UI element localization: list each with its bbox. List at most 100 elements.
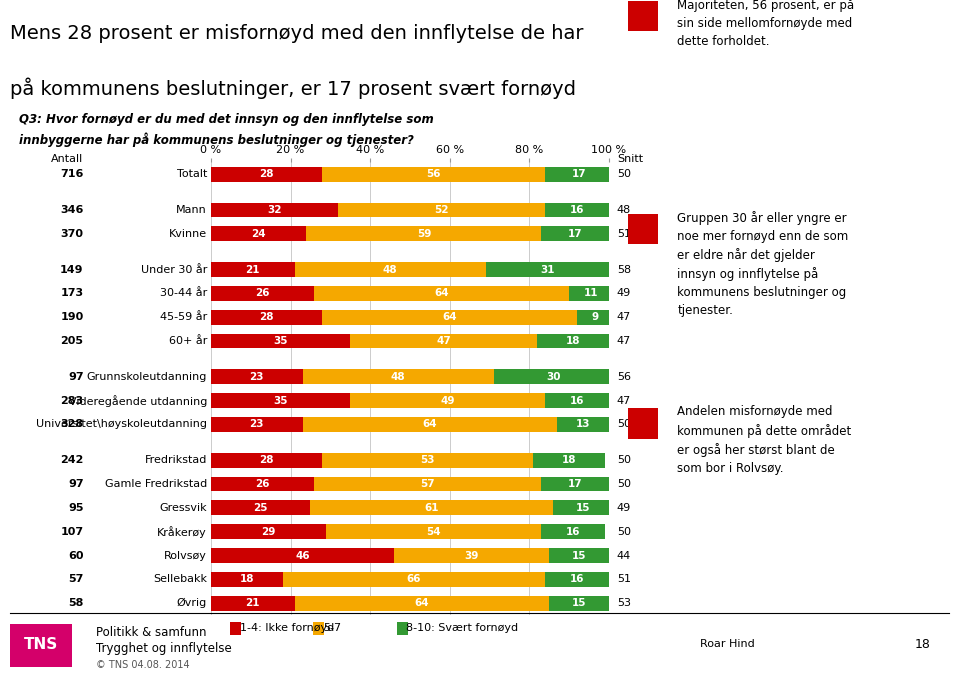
Text: 50: 50: [617, 169, 631, 179]
Text: 29: 29: [262, 527, 276, 537]
Bar: [397, 622, 408, 635]
Text: 57: 57: [68, 575, 83, 585]
Text: 5-7: 5-7: [323, 623, 341, 633]
Text: 17: 17: [568, 479, 582, 489]
Bar: [211, 500, 311, 515]
Text: 50: 50: [617, 527, 631, 537]
Bar: [211, 417, 302, 432]
Text: 47: 47: [617, 312, 631, 322]
Text: 28: 28: [260, 169, 274, 179]
Bar: [550, 596, 609, 610]
Text: © TNS 04.08. 2014: © TNS 04.08. 2014: [96, 660, 190, 670]
Text: Mens 28 prosent er misfornøyd med den innflytelse de har: Mens 28 prosent er misfornøyd med den in…: [10, 24, 583, 43]
Bar: [230, 622, 241, 635]
Text: 54: 54: [427, 527, 441, 537]
Bar: [211, 596, 294, 610]
Text: 21: 21: [246, 598, 260, 608]
Bar: [546, 572, 609, 587]
Bar: [628, 1, 658, 31]
Text: 1-4: Ikke fornøyd: 1-4: Ikke fornøyd: [240, 623, 334, 633]
Text: 51: 51: [617, 575, 631, 585]
Bar: [541, 226, 609, 241]
Bar: [211, 167, 322, 182]
Bar: [311, 500, 553, 515]
Text: 16: 16: [570, 395, 584, 406]
Bar: [211, 572, 283, 587]
Text: 50: 50: [617, 419, 631, 429]
Text: 26: 26: [255, 479, 270, 489]
Text: Gruppen 30 år eller yngre er
noe mer fornøyd enn de som
er eldre når det gjelder: Gruppen 30 år eller yngre er noe mer for…: [677, 211, 849, 318]
Text: 64: 64: [423, 419, 437, 429]
Text: 35: 35: [273, 336, 288, 346]
Bar: [283, 572, 546, 587]
Text: 23: 23: [249, 372, 264, 382]
Bar: [350, 334, 537, 348]
Bar: [211, 525, 326, 539]
Text: 17: 17: [568, 228, 582, 239]
Text: 48: 48: [617, 205, 631, 215]
Bar: [211, 310, 322, 324]
Text: 50: 50: [617, 479, 631, 489]
Bar: [485, 262, 609, 277]
Text: 56: 56: [427, 169, 441, 179]
Text: 107: 107: [60, 527, 83, 537]
Text: Q3: Hvor fornøyd er du med det innsyn og den innflytelse som
innbyggerne har på : Q3: Hvor fornøyd er du med det innsyn og…: [19, 114, 433, 147]
Bar: [546, 393, 609, 408]
Bar: [211, 226, 307, 241]
Text: 97: 97: [68, 372, 83, 382]
Text: 51: 51: [617, 228, 631, 239]
Bar: [322, 453, 533, 468]
Bar: [546, 167, 613, 182]
Bar: [211, 334, 350, 348]
Text: 18: 18: [914, 638, 930, 651]
Text: 49: 49: [440, 395, 455, 406]
Text: 50: 50: [617, 455, 631, 465]
Text: 18: 18: [566, 336, 580, 346]
Text: Under 30 år: Under 30 år: [141, 264, 207, 274]
Text: Majoriteten, 56 prosent, er på
sin side mellomfornøyde med
dette forholdet.: Majoriteten, 56 prosent, er på sin side …: [677, 0, 854, 47]
Bar: [10, 625, 72, 667]
Text: 95: 95: [68, 503, 83, 513]
Bar: [315, 286, 570, 301]
Bar: [557, 417, 609, 432]
Text: Kvinne: Kvinne: [169, 228, 207, 239]
Text: 48: 48: [390, 372, 406, 382]
Bar: [294, 262, 485, 277]
Text: 346: 346: [60, 205, 83, 215]
Bar: [339, 203, 546, 217]
Text: Roar Hind: Roar Hind: [700, 639, 755, 650]
Text: 57: 57: [421, 479, 435, 489]
Text: Gressvik: Gressvik: [159, 503, 207, 513]
Text: 45-59 år: 45-59 år: [160, 312, 207, 322]
Text: 58: 58: [68, 598, 83, 608]
Text: 26: 26: [255, 289, 270, 298]
Text: Politikk & samfunn: Politikk & samfunn: [96, 626, 206, 639]
Text: 47: 47: [617, 336, 631, 346]
Text: 283: 283: [60, 395, 83, 406]
Text: Andelen misfornøyde med
kommunen på dette området
er også her størst blant de
so: Andelen misfornøyde med kommunen på dett…: [677, 406, 852, 475]
Text: 370: 370: [60, 228, 83, 239]
Text: 149: 149: [60, 264, 83, 274]
Text: 47: 47: [436, 336, 451, 346]
Text: 64: 64: [434, 289, 449, 298]
Text: 9: 9: [592, 312, 598, 322]
Text: 11: 11: [584, 289, 598, 298]
Text: 60+ år: 60+ år: [169, 336, 207, 346]
Text: Rolvsøy: Rolvsøy: [164, 550, 207, 560]
Text: 35: 35: [273, 395, 288, 406]
Text: 30: 30: [546, 372, 560, 382]
Bar: [577, 310, 613, 324]
Text: Universitet\høyskoleutdanning: Universitet\høyskoleutdanning: [36, 419, 207, 429]
Text: TNS: TNS: [24, 637, 58, 652]
Bar: [394, 548, 550, 563]
Text: Snitt: Snitt: [617, 153, 643, 164]
Bar: [307, 226, 541, 241]
Bar: [350, 393, 546, 408]
Bar: [302, 417, 557, 432]
Text: 18: 18: [240, 575, 254, 585]
Text: 97: 97: [68, 479, 83, 489]
Text: Antall: Antall: [52, 153, 83, 164]
Text: 16: 16: [566, 527, 580, 537]
Bar: [322, 167, 546, 182]
Text: 328: 328: [60, 419, 83, 429]
